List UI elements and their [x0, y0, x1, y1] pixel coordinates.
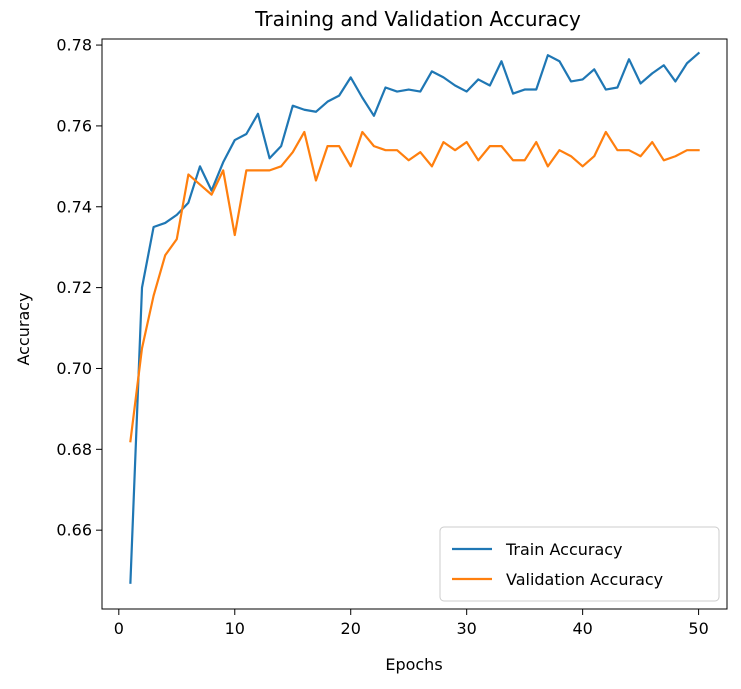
series-line-train-accuracy [129, 51, 701, 584]
y-tick-label: 0.68 [56, 440, 92, 459]
x-tick-label: 0 [114, 619, 124, 638]
x-tick-label: 40 [572, 619, 592, 638]
x-axis-ticks: 0 10 20 30 40 50 [114, 609, 709, 638]
series-line-validation-accuracy [129, 130, 700, 443]
y-tick-label: 0.78 [56, 36, 92, 55]
y-tick-label: 0.76 [56, 116, 92, 135]
x-tick-label: 50 [688, 619, 708, 638]
x-tick-label: 30 [457, 619, 477, 638]
plot-area [101, 38, 728, 610]
y-tick-label: 0.66 [56, 521, 92, 540]
x-tick-label: 20 [341, 619, 361, 638]
x-tick-label: 10 [225, 619, 245, 638]
legend: Train Accuracy Validation Accuracy [439, 526, 720, 602]
legend-entry-label: Train Accuracy [505, 540, 623, 559]
y-tick-label: 0.74 [56, 197, 92, 216]
chart-title: Training and Validation Accuracy [254, 7, 581, 31]
legend-box [439, 526, 720, 602]
y-tick-label: 0.70 [56, 359, 92, 378]
legend-entry-label: Validation Accuracy [506, 570, 663, 589]
plot-frame [101, 38, 728, 610]
y-tick-label: 0.72 [56, 278, 92, 297]
x-axis-label: Epochs [385, 655, 442, 674]
y-axis-ticks: 0.66 0.68 0.70 0.72 0.74 0.76 0.78 [56, 36, 102, 540]
y-axis-label: Accuracy [14, 292, 33, 365]
